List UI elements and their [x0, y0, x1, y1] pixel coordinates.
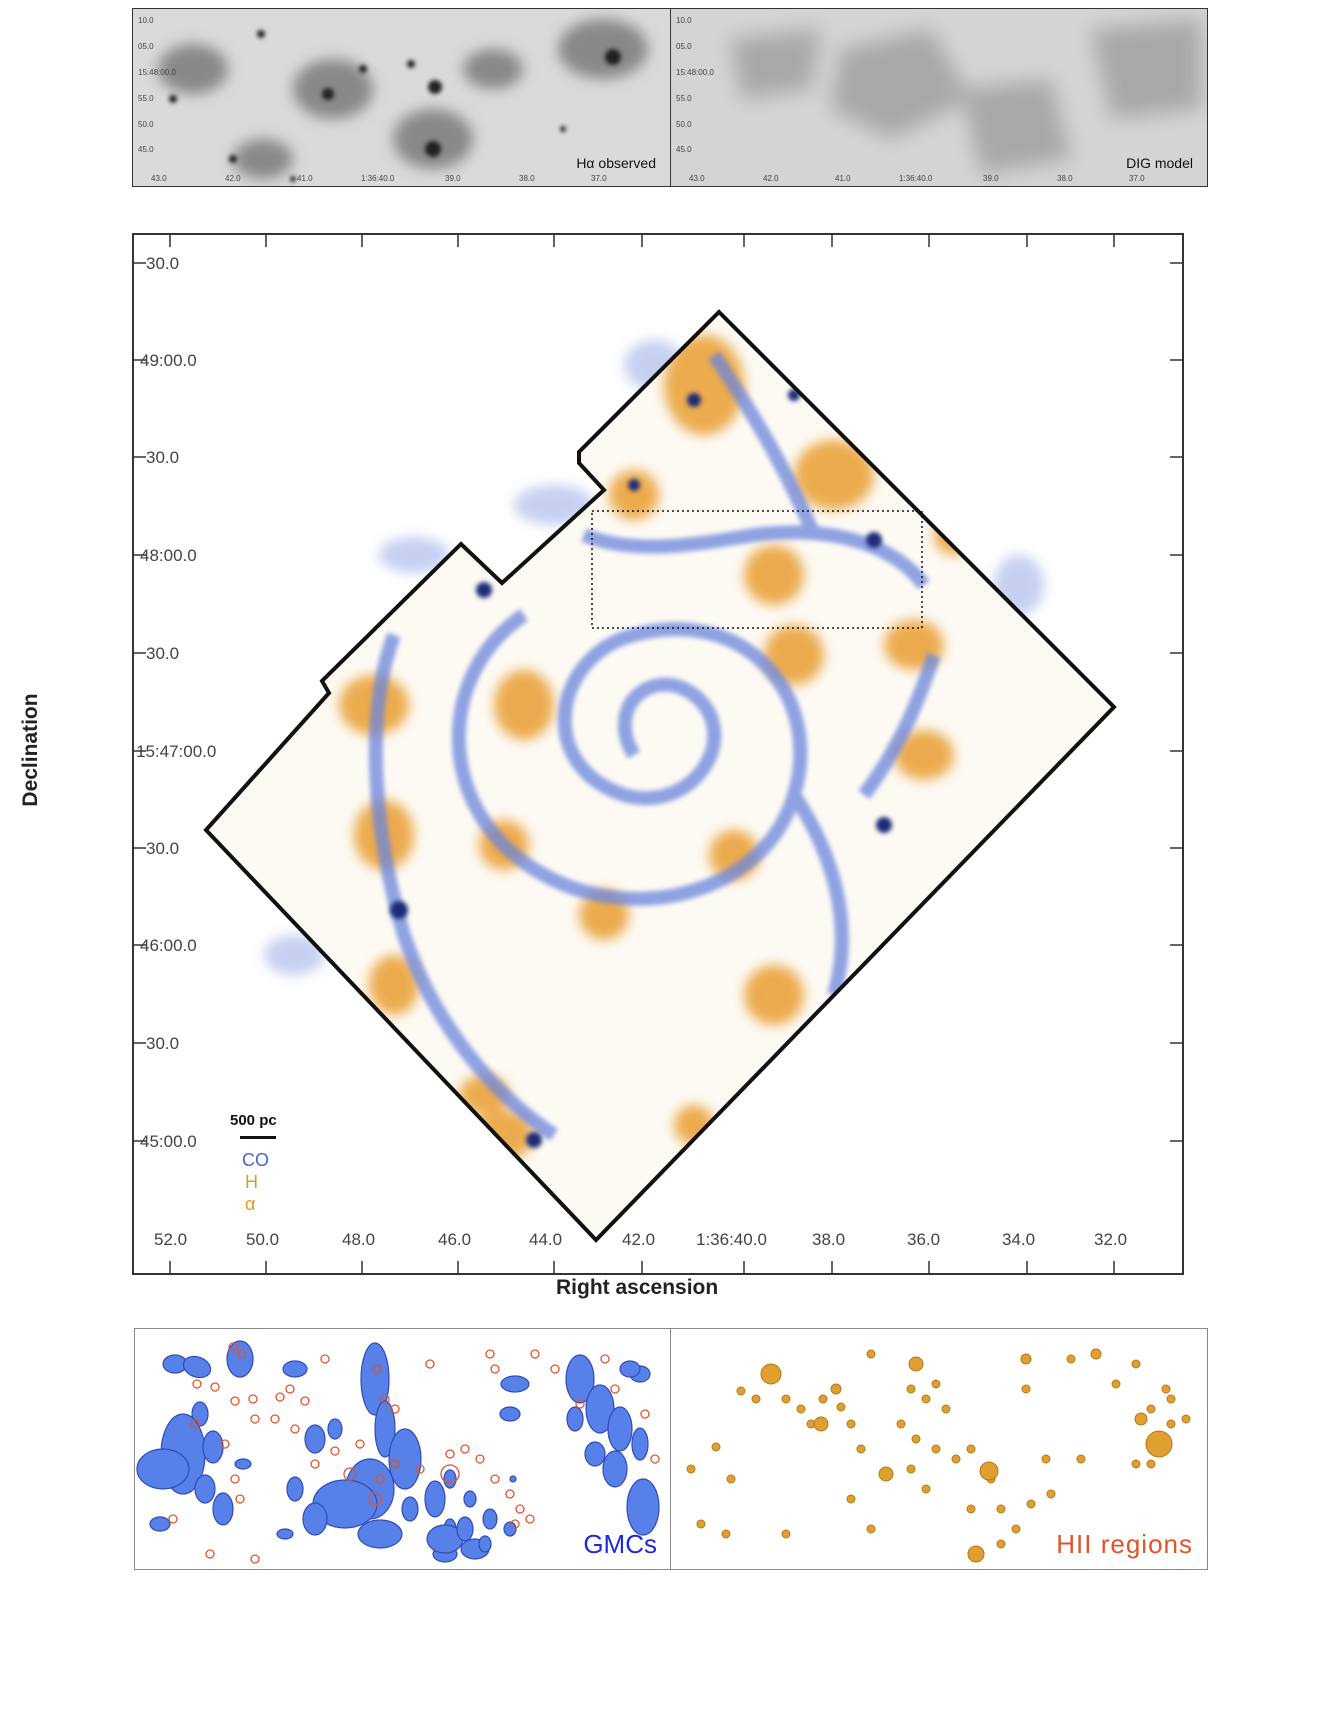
dec-tick: 15:48:00.0	[676, 68, 714, 77]
ra-tick: 41.0	[835, 174, 851, 183]
panel-label: Hα observed	[576, 155, 656, 171]
dig-model-image	[671, 9, 1207, 186]
observation-footprint	[203, 309, 1117, 1243]
dec-tick-label: 48:00.0	[140, 546, 197, 565]
hii-label: HII regions	[1056, 1529, 1193, 1559]
ra-tick: 39.0	[983, 174, 999, 183]
ra-tick-label: 46.0	[438, 1230, 472, 1249]
dec-tick-label: 15:47:00.0	[136, 742, 217, 761]
dec-tick-label: 30.0	[146, 644, 180, 663]
dec-tick: 45.0	[676, 145, 692, 154]
ra-tick: 37.0	[591, 174, 607, 183]
dec-tick: 15:48:00.0	[138, 68, 176, 77]
co-halpha-composite-image	[134, 235, 1182, 1273]
ra-tick-label: 36.0	[907, 1230, 941, 1249]
dec-tick: 50.0	[676, 120, 692, 129]
panel-label: DIG model	[1126, 155, 1193, 171]
gmc-label: GMCs	[583, 1529, 657, 1559]
ra-tick-label: 52.0	[154, 1230, 188, 1249]
dec-tick: 05.0	[676, 42, 692, 51]
dec-tick: 10.0	[138, 16, 154, 25]
hii-region-markers	[686, 1348, 1191, 1563]
ra-tick: 38.0	[1057, 174, 1073, 183]
dec-tick: 10.0	[676, 16, 692, 25]
legend-halpha-h: H	[245, 1172, 258, 1192]
dec-tick: 55.0	[138, 94, 154, 103]
ra-tick: 43.0	[689, 174, 705, 183]
ra-tick-label: 38.0	[812, 1230, 846, 1249]
gmc-panel: GMCs	[134, 1328, 672, 1570]
ra-tick-label: 44.0	[529, 1230, 563, 1249]
ra-tick: 1:36:40.0	[899, 174, 933, 183]
legend-co: CO	[242, 1150, 269, 1170]
ra-tick-label: 50.0	[246, 1230, 280, 1249]
right-ascension-axis-label: Right ascension	[556, 1276, 719, 1299]
ra-tick-label: 48.0	[342, 1230, 376, 1249]
dec-tick-label: 49:00.0	[140, 351, 197, 370]
dec-tick: 55.0	[676, 94, 692, 103]
halpha-observed-image	[133, 9, 670, 186]
ra-tick-label: 42.0	[622, 1230, 656, 1249]
ra-tick: 42.0	[763, 174, 779, 183]
dec-tick: 45.0	[138, 145, 154, 154]
dec-tick-label: 30.0	[146, 839, 180, 858]
dig-model-panel: 10.0 05.0 15:48:00.0 55.0 50.0 45.0 43.0…	[670, 8, 1208, 187]
scale-bar	[240, 1136, 276, 1139]
main-map-frame: 30.0 49:00.0 30.0 48:00.0 30.0 15:47:00.…	[132, 233, 1184, 1275]
halpha-observed-panel: 10.0 05.0 15:48:00.0 55.0 50.0 45.0 43.0…	[132, 8, 671, 187]
scale-bar-label: 500 pc	[230, 1112, 277, 1129]
ra-tick: 42.0	[225, 174, 241, 183]
dec-tick: 05.0	[138, 42, 154, 51]
ra-tick: 1:36:40.0	[361, 174, 395, 183]
hii-regions-panel: HII regions	[670, 1328, 1208, 1570]
zoom-region-rect	[591, 510, 923, 629]
ra-tick-label: 1:36:40.0	[696, 1230, 767, 1249]
dec-tick-label: 30.0	[146, 448, 180, 467]
ra-tick: 38.0	[519, 174, 535, 183]
gmc-ellipses	[136, 1340, 660, 1564]
legend-halpha-alpha: α	[245, 1194, 256, 1214]
ra-tick-label: 32.0	[1094, 1230, 1128, 1249]
ra-tick: 39.0	[445, 174, 461, 183]
ra-tick-label: 34.0	[1002, 1230, 1036, 1249]
declination-axis-label: Declination	[19, 693, 42, 807]
dec-tick: 50.0	[138, 120, 154, 129]
dec-tick-label: 45:00.0	[140, 1132, 197, 1151]
dec-tick-label: 30.0	[146, 254, 180, 273]
ra-tick: 37.0	[1129, 174, 1145, 183]
ra-tick: 43.0	[151, 174, 167, 183]
ra-tick: 41.0	[297, 174, 313, 183]
dec-tick-label: 30.0	[146, 1034, 180, 1053]
dec-tick-label: 46:00.0	[140, 936, 197, 955]
